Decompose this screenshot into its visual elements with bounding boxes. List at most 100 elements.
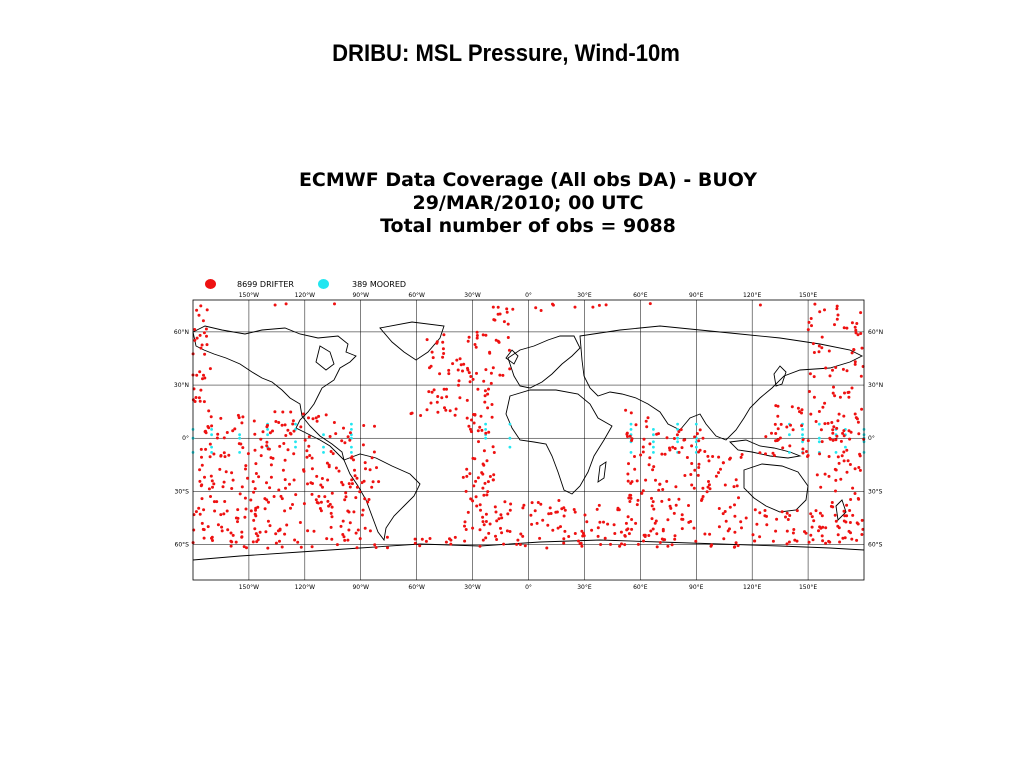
drifter-marker — [635, 503, 639, 507]
drifter-marker — [506, 322, 510, 326]
drifter-marker — [324, 413, 328, 417]
drifter-marker — [299, 545, 303, 549]
drifter-marker — [623, 543, 627, 547]
drifter-marker — [463, 539, 467, 543]
drifter-marker — [265, 498, 269, 502]
drifter-marker — [271, 429, 274, 433]
drifter-marker — [260, 445, 264, 449]
drifter-marker — [294, 493, 298, 497]
drifter-marker — [307, 444, 311, 448]
drifter-marker — [202, 331, 206, 335]
drifter-marker — [198, 468, 202, 472]
drifter-marker — [809, 512, 813, 516]
drifter-marker — [311, 417, 315, 421]
drifter-marker — [817, 350, 821, 354]
drifter-marker — [724, 519, 728, 523]
coastlines — [192, 321, 865, 561]
drifter-marker — [673, 447, 677, 450]
drifter-marker — [463, 524, 466, 528]
drifter-marker — [243, 496, 247, 500]
graticule-labels: 150°W 150°W 120°W 120°W 90°W 90°W 60°W 60°W 30°W… — [174, 292, 883, 591]
drifter-marker — [488, 522, 492, 526]
drifter-marker — [225, 509, 229, 513]
drifter-marker — [821, 539, 825, 543]
drifter-marker — [468, 380, 472, 384]
moored-marker — [238, 451, 242, 454]
drifter-marker — [474, 345, 478, 349]
drifter-marker — [530, 501, 534, 505]
drifter-marker — [758, 535, 762, 539]
drifter-marker — [375, 466, 378, 470]
drifter-marker — [457, 383, 460, 387]
drifter-marker — [853, 362, 857, 366]
drifter-marker — [246, 476, 249, 480]
drifter-marker — [820, 346, 824, 350]
drifter-marker — [789, 423, 792, 427]
drifter-marker — [843, 391, 846, 395]
drifter-marker — [812, 351, 816, 354]
drifter-marker — [230, 471, 234, 475]
drifter-marker — [413, 541, 417, 545]
coastline-japan — [773, 365, 787, 387]
drifter-marker — [788, 514, 792, 517]
drifter-marker — [633, 467, 637, 471]
drifter-marker — [259, 437, 263, 441]
drifter-marker — [223, 455, 227, 459]
drifter-marker — [695, 432, 699, 436]
drifter-marker — [823, 422, 827, 426]
lon-label: 60°W — [408, 584, 425, 591]
drifter-marker — [859, 374, 863, 378]
drifter-marker — [835, 304, 839, 308]
drifter-marker — [765, 514, 768, 518]
drifter-marker — [278, 528, 282, 532]
drifter-marker — [208, 442, 212, 446]
drifter-marker — [809, 317, 813, 320]
drifter-marker — [366, 500, 370, 504]
drifter-marker — [432, 388, 436, 392]
drifter-marker — [344, 495, 348, 499]
drifter-marker — [342, 426, 345, 430]
drifter-marker — [198, 333, 202, 337]
drifter-marker — [703, 450, 707, 453]
drifter-marker — [827, 455, 831, 458]
drifter-marker — [655, 532, 659, 536]
moored-marker — [652, 451, 655, 454]
drifter-marker — [661, 527, 665, 531]
drifter-marker — [350, 482, 354, 486]
drifter-marker — [331, 452, 335, 456]
drifter-marker — [475, 330, 479, 334]
drifter-marker — [220, 525, 224, 529]
moored-marker — [694, 422, 698, 426]
drifter-marker — [319, 483, 323, 487]
drifter-marker — [853, 360, 857, 364]
drifter-marker — [857, 497, 861, 501]
lon-label: 90°E — [689, 292, 704, 299]
drifter-marker — [636, 498, 640, 502]
drifter-marker — [483, 481, 487, 485]
drifter-marker — [835, 307, 839, 311]
drifter-marker — [329, 525, 333, 529]
drifter-marker — [734, 478, 738, 482]
drifter-marker — [787, 540, 791, 544]
drifter-marker — [314, 416, 318, 420]
drifter-marker — [641, 445, 645, 449]
drifter-marker — [227, 453, 231, 457]
drifter-marker — [728, 457, 732, 461]
drifter-marker — [454, 407, 458, 411]
drifter-marker — [857, 432, 861, 436]
drifter-marker — [282, 442, 286, 445]
drifter-marker — [851, 486, 855, 490]
drifter-marker — [836, 313, 840, 317]
drifter-marker — [269, 475, 273, 479]
drifter-marker — [680, 513, 684, 517]
drifter-marker — [284, 434, 288, 437]
drifter-marker — [245, 546, 248, 550]
drifter-marker — [602, 520, 605, 524]
drifter-marker — [344, 491, 348, 495]
drifter-marker — [346, 435, 350, 439]
drifter-marker — [701, 495, 705, 498]
drifter-marker — [302, 502, 306, 506]
drifter-marker — [358, 537, 362, 541]
drifter-marker — [240, 421, 244, 425]
map-title-line: Total number of obs = 9088 — [380, 215, 676, 237]
